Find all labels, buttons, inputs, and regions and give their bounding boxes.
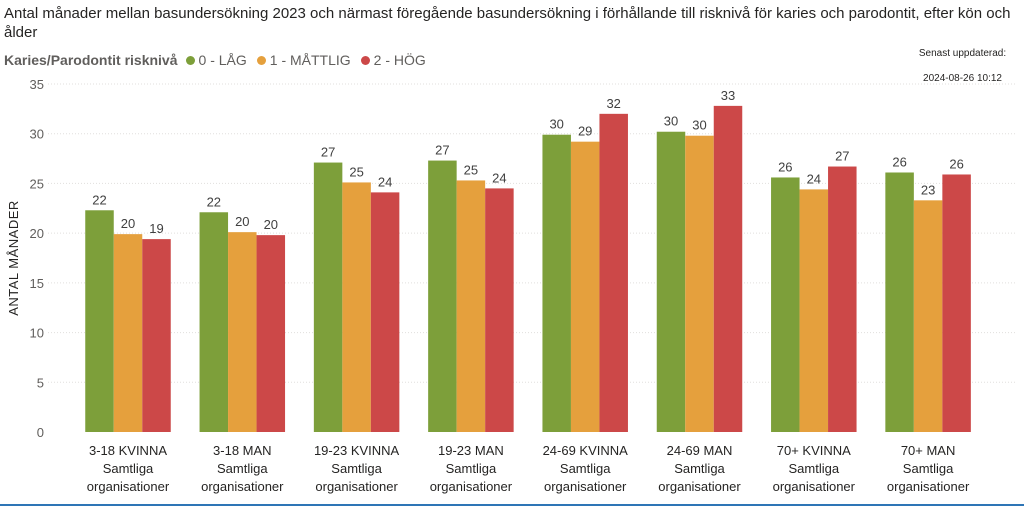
last-updated: Senast uppdaterad: 2024-08-26 10:12 (905, 41, 1020, 91)
legend-item-lag[interactable]: 0 - LÅG (185, 52, 247, 68)
legend-label-mattlig: 1 - MÅTTLIG (269, 52, 351, 68)
bar-1-6[interactable] (799, 189, 829, 432)
y-tick-label: 5 (37, 375, 44, 390)
bar-0-6[interactable] (771, 177, 800, 432)
bar-0-0[interactable] (85, 210, 114, 432)
y-axis-label: ANTAL MÅNADER (6, 200, 21, 316)
bar-1-4[interactable] (570, 141, 600, 432)
data-label: 19 (149, 221, 163, 236)
x-category-label: organisationer (544, 479, 627, 494)
x-category-label: organisationer (315, 479, 398, 494)
bar-2-3[interactable] (485, 188, 514, 432)
data-label: 22 (207, 194, 221, 209)
bar-2-5[interactable] (713, 105, 743, 433)
x-category-label: organisationer (87, 479, 170, 494)
data-label: 26 (778, 159, 792, 174)
legend-title: Karies/Parodontit risknivå (4, 52, 178, 68)
legend: Karies/Parodontit risknivå 0 - LÅG 1 - M… (4, 51, 436, 69)
last-updated-value: 2024-08-26 10:12 (923, 73, 1002, 84)
bar-1-1[interactable] (228, 232, 257, 432)
x-category-label: Samtliga (674, 461, 725, 476)
x-category-label: 3-18 KVINNA (89, 443, 167, 458)
x-category-label: 70+ MAN (901, 443, 956, 458)
x-category-label: 24-69 KVINNA (543, 443, 629, 458)
x-category-label: organisationer (887, 479, 970, 494)
data-label: 32 (606, 96, 620, 111)
y-tick-label: 25 (30, 176, 44, 191)
data-label: 24 (378, 174, 392, 189)
data-label: 20 (235, 214, 249, 229)
data-label: 23 (921, 182, 935, 197)
x-category-label: Samtliga (560, 461, 611, 476)
bar-2-0[interactable] (142, 239, 171, 432)
bar-2-1[interactable] (256, 235, 286, 432)
x-category-label: Samtliga (217, 461, 268, 476)
legend-dot-hog (360, 55, 370, 65)
legend-dot-mattlig (256, 55, 266, 65)
legend-item-mattlig[interactable]: 1 - MÅTTLIG (256, 52, 351, 68)
bar-0-3[interactable] (428, 160, 457, 432)
x-category-label: 70+ KVINNA (777, 443, 851, 458)
x-category-label: Samtliga (103, 461, 154, 476)
bar-1-3[interactable] (456, 180, 486, 432)
legend-label-hog: 2 - HÖG (373, 52, 426, 68)
x-category-label: 3-18 MAN (213, 443, 272, 458)
x-category-label: 19-23 MAN (438, 443, 504, 458)
legend-label-lag: 0 - LÅG (198, 52, 247, 68)
bar-1-7[interactable] (913, 200, 943, 432)
bar-0-7[interactable] (885, 172, 914, 432)
x-category-label: Samtliga (789, 461, 840, 476)
data-label: 29 (578, 124, 592, 139)
data-label: 25 (464, 162, 478, 177)
data-label: 22 (92, 192, 106, 207)
data-label: 33 (721, 88, 735, 103)
x-category-label: organisationer (773, 479, 856, 494)
bar-2-7[interactable] (942, 174, 971, 433)
x-category-label: organisationer (658, 479, 741, 494)
data-label: 27 (835, 149, 849, 164)
bar-1-5[interactable] (685, 135, 714, 432)
data-label: 30 (692, 118, 706, 133)
bar-2-4[interactable] (599, 113, 628, 432)
bar-0-2[interactable] (313, 162, 343, 432)
bar-2-6[interactable] (828, 166, 857, 433)
data-label: 20 (121, 216, 135, 231)
bar-1-2[interactable] (342, 182, 371, 432)
chart-title: Antal månader mellan basundersökning 202… (4, 5, 1011, 41)
legend-item-hog[interactable]: 2 - HÖG (360, 52, 426, 68)
bar-0-5[interactable] (656, 131, 686, 432)
x-category-label: Samtliga (446, 461, 497, 476)
y-tick-label: 0 (37, 425, 44, 440)
x-category-label: 19-23 KVINNA (314, 443, 400, 458)
data-label: 26 (949, 156, 963, 171)
data-label: 27 (435, 143, 449, 158)
bar-2-2[interactable] (370, 192, 400, 432)
x-category-label: organisationer (201, 479, 284, 494)
bar-1-0[interactable] (113, 234, 143, 432)
y-tick-label: 35 (30, 77, 44, 92)
y-tick-label: 20 (30, 226, 44, 241)
data-label: 27 (321, 145, 335, 160)
x-category-label: organisationer (430, 479, 513, 494)
bar-0-1[interactable] (199, 212, 229, 432)
data-label: 20 (264, 217, 278, 232)
x-category-label: 24-69 MAN (667, 443, 733, 458)
data-label: 26 (892, 154, 906, 169)
y-tick-label: 15 (30, 276, 44, 291)
data-label: 25 (349, 164, 363, 179)
legend-dot-lag (185, 55, 195, 65)
last-updated-label: Senast uppdaterad: (918, 48, 1007, 59)
data-label: 24 (807, 171, 821, 186)
data-label: 30 (664, 114, 678, 129)
y-tick-label: 10 (30, 326, 44, 341)
y-tick-label: 30 (30, 127, 44, 142)
x-category-label: Samtliga (903, 461, 954, 476)
x-category-label: Samtliga (331, 461, 382, 476)
data-label: 30 (549, 117, 563, 132)
bar-0-4[interactable] (542, 134, 571, 433)
data-label: 24 (492, 170, 506, 185)
